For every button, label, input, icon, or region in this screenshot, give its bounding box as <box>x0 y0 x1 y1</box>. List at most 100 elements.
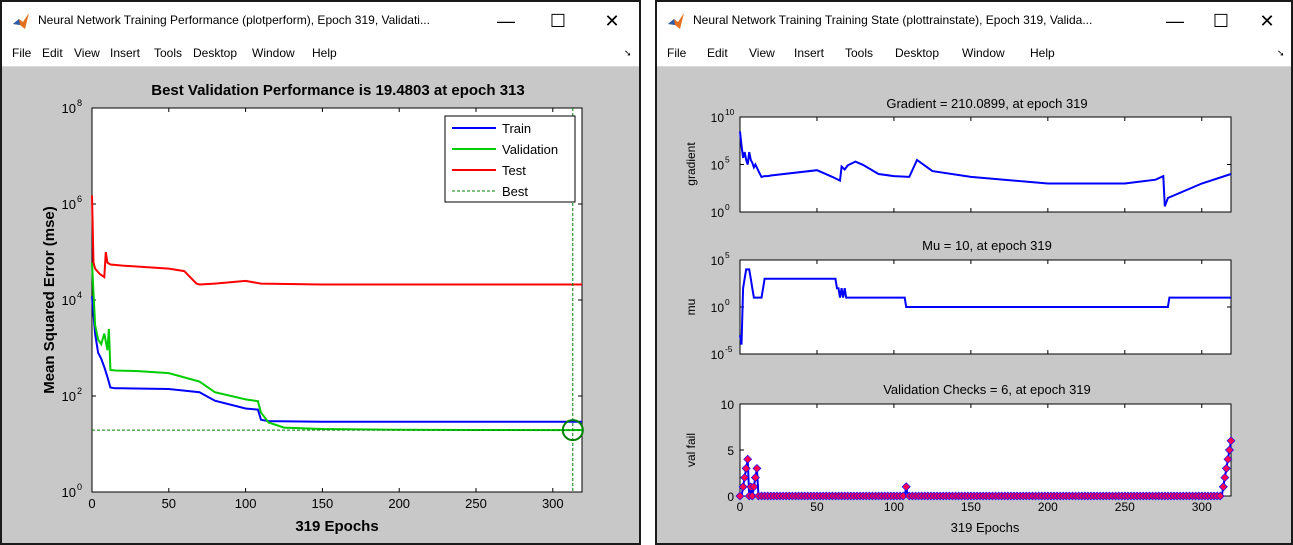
maximize-button[interactable]: ☐ <box>549 11 567 31</box>
val-checks-xlabel: 319 Epochs <box>951 520 1020 535</box>
val-fail-marker <box>1215 491 1225 501</box>
series-line <box>91 296 582 423</box>
matlab-icon <box>668 13 684 29</box>
training-state-plots: Gradient = 210.0899, at epoch 319 10 010 5… <box>684 96 1236 535</box>
menu-desktop[interactable]: Desktop <box>193 46 238 60</box>
performance-window: Neural Network Training Performance (plo… <box>0 0 641 545</box>
y-tick-label: 10 <box>62 485 76 500</box>
menu-desktop[interactable]: Desktop <box>895 46 940 60</box>
menu-help[interactable]: Help <box>312 46 337 60</box>
x-tick-label: 250 <box>465 496 487 511</box>
y-tick-label: 10 <box>711 159 725 173</box>
x-tick-label: 50 <box>810 500 824 514</box>
dock-arrow-icon[interactable]: ➘ <box>624 48 632 58</box>
y-tick-label: 10 <box>711 254 725 268</box>
performance-lines <box>91 108 584 492</box>
menu-tools[interactable]: Tools <box>845 46 874 60</box>
title-bar[interactable]: Neural Network Training Training State (… <box>657 2 1291 40</box>
minimize-button[interactable]: — <box>1166 11 1184 31</box>
y-tick-label: 10 <box>711 111 725 125</box>
legend-box <box>444 115 576 203</box>
x-tick-label: 200 <box>1038 500 1058 514</box>
val-fail-marker <box>752 463 762 473</box>
menu-help[interactable]: Help <box>1030 46 1055 60</box>
val-fail-marker <box>1221 463 1231 473</box>
val-fail-marker <box>741 463 751 473</box>
y-tick-exponent: 5 <box>725 155 730 165</box>
val-fail-marker <box>735 491 745 501</box>
y-tick-exponent: 6 <box>77 194 82 204</box>
y-tick-exponent: 4 <box>77 290 82 300</box>
y-tick-label: 0 <box>727 490 734 504</box>
menu-bar: File Edit View Insert Tools Desktop Wind… <box>657 40 1291 67</box>
gradient-ylabel: gradient <box>684 142 698 186</box>
close-button[interactable]: ✕ <box>1259 11 1275 31</box>
menu-file[interactable]: File <box>667 46 687 60</box>
gradient-title: Gradient = 210.0899, at epoch 319 <box>886 96 1087 111</box>
val-fail-marker <box>749 482 759 492</box>
y-tick-label: 10 <box>711 348 725 362</box>
best-marker <box>561 419 584 442</box>
menu-window[interactable]: Window <box>252 46 295 60</box>
y-tick-exponent: 5 <box>725 250 730 260</box>
menu-insert[interactable]: Insert <box>794 46 825 60</box>
val-fail-marker <box>747 491 757 501</box>
title-bar[interactable]: Neural Network Training Performance (plo… <box>2 2 639 40</box>
x-tick-label: 300 <box>1192 500 1212 514</box>
mu-ylabel: mu <box>684 299 698 316</box>
menu-view[interactable]: View <box>749 46 775 60</box>
val-fail-marker <box>750 473 760 483</box>
minimize-button[interactable]: — <box>497 11 515 31</box>
val-fail-marker <box>1223 454 1233 464</box>
menu-bar: File Edit View Insert Tools Desktop Wind… <box>2 40 639 67</box>
val-fail-marker <box>1225 445 1234 455</box>
x-tick-label: 50 <box>162 496 176 511</box>
y-tick-exponent: 8 <box>77 98 82 108</box>
y-tick-exponent: 10 <box>725 107 735 117</box>
val-checks-axes <box>739 403 1232 497</box>
legend: Train Validation Test Best <box>444 115 576 203</box>
close-button[interactable]: ✕ <box>604 11 620 31</box>
y-tick-exponent: 0 <box>725 202 730 212</box>
x-tick-label: 300 <box>542 496 564 511</box>
val-fail-marker <box>901 482 911 492</box>
series-line <box>739 131 1232 207</box>
window-title: Neural Network Training Training State (… <box>693 13 1093 27</box>
series-line <box>739 268 1231 345</box>
mu-title: Mu = 10, at epoch 319 <box>922 238 1052 253</box>
x-tick-label: 250 <box>1115 500 1135 514</box>
x-tick-label: 150 <box>312 496 334 511</box>
performance-title: Best Validation Performance is 19.4803 a… <box>151 82 525 99</box>
val-checks-lines <box>735 436 1236 501</box>
menu-file[interactable]: File <box>12 46 32 60</box>
dock-arrow-icon[interactable]: ➘ <box>1277 48 1285 58</box>
legend-label-train: Train <box>502 121 531 136</box>
y-tick-label: 10 <box>62 101 76 116</box>
menu-edit[interactable]: Edit <box>42 46 63 60</box>
menu-tools[interactable]: Tools <box>154 46 183 60</box>
y-tick-exponent: -5 <box>725 344 733 354</box>
y-tick-label: 10 <box>62 197 76 212</box>
menu-edit[interactable]: Edit <box>707 46 728 60</box>
y-tick-label: 10 <box>721 398 735 412</box>
performance-ticks: 10 010 210 410 610 80 50 100 150 200 250 300 <box>62 98 582 511</box>
gradient-lines <box>739 131 1232 207</box>
menu-window[interactable]: Window <box>962 46 1005 60</box>
val-fail-marker <box>738 482 748 492</box>
menu-view[interactable]: View <box>74 46 100 60</box>
x-tick-label: 0 <box>88 496 95 511</box>
performance-plot: Best Validation Performance is 19.4803 a… <box>41 82 584 535</box>
val-fail-marker <box>1220 473 1230 483</box>
val-fail-marker <box>743 454 753 464</box>
series-line <box>91 195 582 286</box>
x-tick-label: 0 <box>737 500 744 514</box>
x-tick-label: 100 <box>884 500 904 514</box>
maximize-button[interactable]: ☐ <box>1212 11 1230 31</box>
val-fail-marker <box>740 473 750 483</box>
val-checks-ylabel: val fail <box>684 433 698 467</box>
x-tick-label: 200 <box>388 496 410 511</box>
x-axis-label: 319 Epochs <box>295 518 378 535</box>
menu-insert[interactable]: Insert <box>110 46 141 60</box>
